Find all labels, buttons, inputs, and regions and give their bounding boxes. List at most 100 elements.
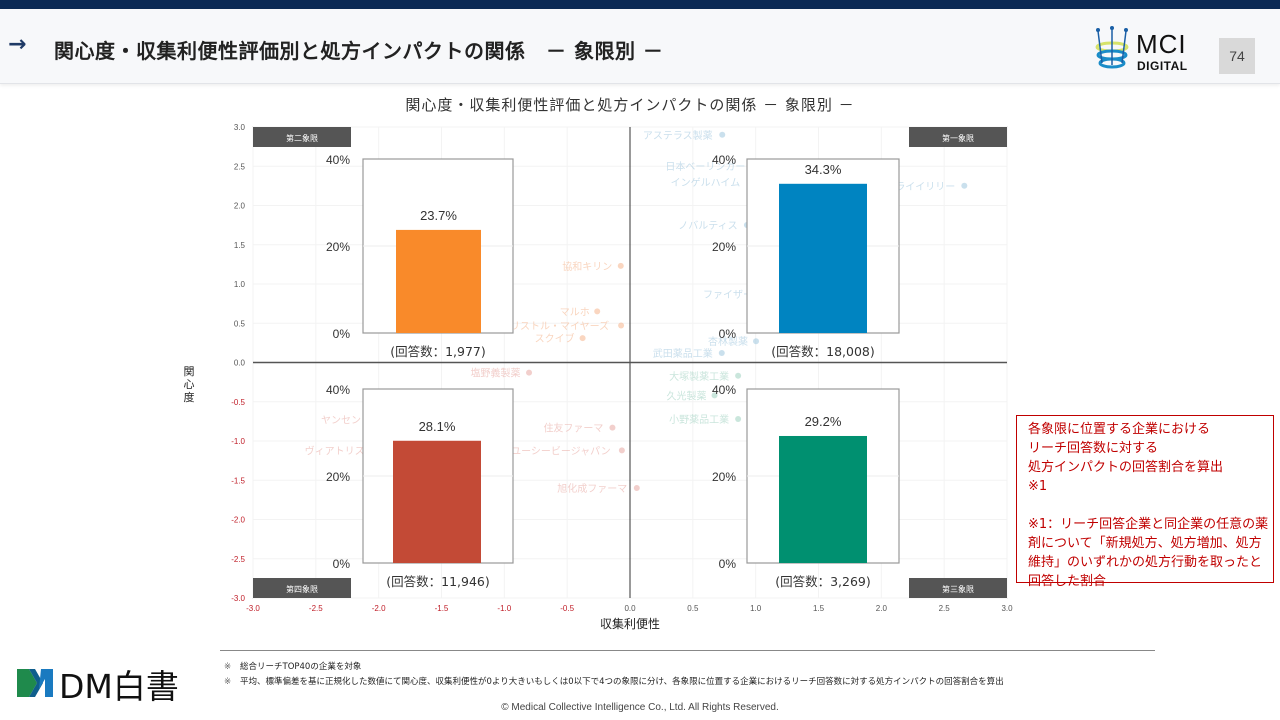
footnote-mark: ※ (224, 662, 232, 672)
bar-value-label: 28.1% (419, 419, 456, 434)
respondents-label: (回答数：1,977) (390, 344, 486, 359)
background-company-point (609, 424, 616, 431)
x-tick-label: 1.0 (750, 604, 762, 613)
background-company-label: ノバルティス (678, 220, 737, 232)
respondents-label: (回答数：11,946) (386, 574, 490, 589)
background-company-label: インゲルハイム (671, 177, 741, 189)
background-company-label: スクイブ (535, 332, 575, 345)
quadrant-tag-label: 第二象限 (286, 133, 318, 143)
quadrant-tag-q1 (909, 127, 1007, 147)
background-company-point (719, 131, 726, 138)
y-tick-label: 2.5 (234, 162, 246, 171)
note-box: 各象限に位置する企業における リーチ回答数に対する 処方インパクトの回答割合を算… (1016, 415, 1274, 589)
background-company-point (961, 182, 968, 189)
y-tick-label: 0.0 (234, 359, 246, 368)
mci-logo-text: MCI (1136, 29, 1187, 59)
background-company-label: アステラス製薬 (643, 129, 713, 142)
page-title: 関心度・収集利便性評価別と処方インパクトの関係 － 象限別 － (54, 39, 664, 63)
copyright: © Medical Collective Intelligence Co., L… (501, 702, 779, 713)
bar-q4 (393, 440, 481, 563)
y-tick-label: -2.0 (231, 516, 245, 525)
background-company-label: 久光製薬 (667, 389, 707, 402)
background-company-point (633, 485, 640, 492)
background-company-label: ユーシービージャパン (511, 445, 611, 457)
footer-divider (220, 650, 1155, 651)
background-company-label: 杏林製薬 (708, 335, 748, 348)
mci-digital-logo: MCI DIGITAL (1092, 25, 1202, 77)
quadrant-tag-q4 (253, 578, 351, 598)
background-company-label: ヴィアトリス (305, 444, 365, 457)
inset-tick-label: 20% (712, 240, 736, 254)
inset-tick-label: 0% (719, 327, 737, 341)
y-tick-label: 2.0 (234, 202, 246, 211)
background-company-label: 住友ファーマ (543, 422, 603, 435)
inset-tick-label: 20% (326, 240, 350, 254)
x-tick-label: -1.0 (497, 604, 511, 613)
background-company-point (735, 372, 742, 379)
y-tick-label: -1.0 (231, 437, 245, 446)
footnote-mark: ※ (224, 677, 232, 687)
dm-logo-text: DM白書 (59, 667, 179, 706)
x-tick-label: 0.5 (687, 604, 699, 613)
background-company-label: ファイザー (703, 289, 753, 301)
y-tick-label: 1.0 (234, 280, 246, 289)
bar-value-label: 34.3% (805, 162, 842, 177)
inset-tick-label: 0% (719, 557, 737, 571)
x-tick-label: 0.0 (624, 604, 636, 613)
x-tick-label: -2.0 (372, 604, 386, 613)
inset-tick-label: 20% (712, 470, 736, 484)
background-company-label: 日本ベーリンガー (665, 160, 745, 173)
quadrant-tag-label: 第三象限 (942, 584, 974, 594)
background-company-label: ライイリリー (895, 181, 955, 193)
y-axis-label: 関心度 (184, 365, 195, 404)
chart-title: 関心度・収集利便性評価と処方インパクトの関係 － 象限別 － (405, 96, 855, 114)
background-company-label: 武田薬品工業 (653, 347, 713, 360)
inset-tick-label: 0% (333, 557, 351, 571)
footnote-2: ※ 平均、標準偏差を基に正規化した数値にて関心度、収集利便性が0より大きいもしくは… (224, 675, 1004, 687)
respondents-label: (回答数：18,008) (771, 344, 875, 359)
inset-chart-q3: 40% 20% 0% 29.2% (回答数：3,269) (712, 383, 900, 589)
arrow-right-icon: → (8, 32, 27, 57)
x-tick-label: -1.5 (435, 604, 449, 613)
y-tick-label: 0.5 (234, 319, 246, 328)
y-tick-label: -2.5 (231, 555, 245, 564)
background-company-label: 大塚製薬工業 (669, 370, 729, 383)
y-tick-label: -1.5 (231, 476, 245, 485)
slide-header: → 関心度・収集利便性評価別と処方インパクトの関係 － 象限別 － MCI DI… (0, 9, 1280, 84)
y-tick-label: -0.5 (231, 398, 245, 407)
inset-tick-label: 40% (712, 153, 736, 167)
background-company-point (618, 322, 625, 329)
bar-value-label: 23.7% (420, 208, 457, 223)
inset-chart-q4: 40% 20% 0% 28.1% (回答数：11,946) (326, 383, 514, 589)
respondents-label: (回答数：3,269) (775, 574, 871, 589)
y-tick-label: 3.0 (234, 123, 246, 132)
inset-tick-label: 40% (326, 383, 350, 397)
background-company-label: 小野薬品工業 (669, 413, 729, 426)
quadrant-tag-label: 第一象限 (942, 133, 974, 143)
background-company-point (718, 350, 725, 357)
background-company-point (594, 308, 601, 315)
mci-basket-icon (1095, 26, 1129, 69)
background-company-label: ブリストル・マイヤーズ (500, 320, 609, 333)
y-tick-label: 1.5 (234, 241, 246, 250)
digital-logo-text: DIGITAL (1137, 59, 1188, 73)
background-company-label: 塩野義製薬 (471, 367, 521, 380)
bar-q1 (779, 183, 867, 333)
background-company-label: 協和キリン (562, 260, 612, 273)
top-accent-bar (0, 0, 1280, 9)
inset-tick-label: 20% (326, 470, 350, 484)
bar-q3 (779, 435, 867, 563)
background-company-point (753, 338, 760, 345)
x-tick-label: -3.0 (246, 604, 260, 613)
y-tick-label: -3.0 (231, 594, 245, 603)
inset-chart-q1: 40% 20% 0% 34.3% (回答数：18,008) (712, 153, 900, 359)
background-company-label: ヤンセン (321, 415, 361, 427)
x-tick-label: 3.0 (1001, 604, 1013, 613)
footnote-text: 総合リーチTOP40の企業を対象 (240, 662, 362, 672)
x-tick-label: -2.5 (309, 604, 323, 613)
inset-tick-label: 40% (712, 383, 736, 397)
x-tick-label: 1.5 (813, 604, 825, 613)
x-tick-label: -0.5 (560, 604, 574, 613)
quadrant-tag-q3 (909, 578, 1007, 598)
